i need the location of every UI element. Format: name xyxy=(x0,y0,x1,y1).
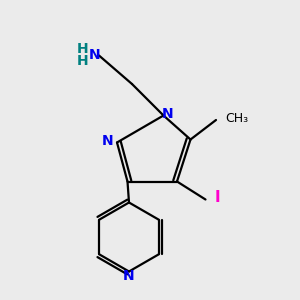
Text: N: N xyxy=(162,107,174,121)
Text: N: N xyxy=(102,134,114,148)
Text: N: N xyxy=(123,269,135,283)
Text: CH₃: CH₃ xyxy=(225,112,248,125)
Text: H: H xyxy=(77,54,88,68)
Text: I: I xyxy=(214,190,220,206)
Text: N: N xyxy=(89,48,100,62)
Text: H: H xyxy=(77,42,88,56)
